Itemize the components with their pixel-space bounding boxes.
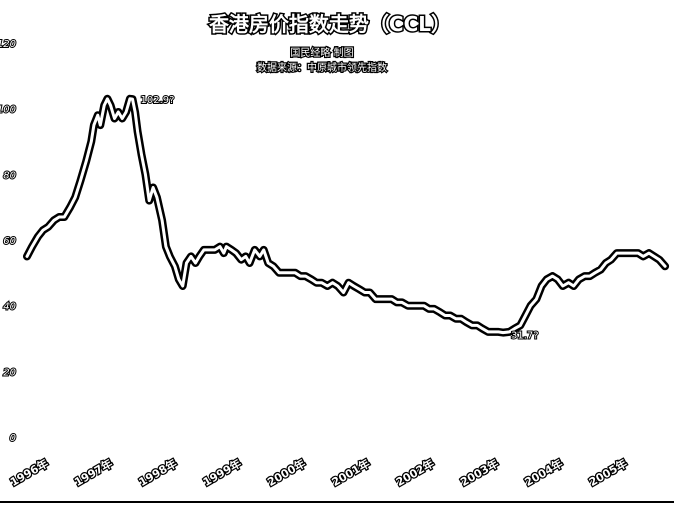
x-tick-label: 2003年 [458,456,501,489]
y-axis: 0 20 40 60 80 100 120 [0,38,17,445]
chart-title: 香港房价指数走势（CCL） [209,12,451,36]
x-tick-label: 1997年 [72,456,115,489]
x-tick-label: 2004年 [522,456,565,489]
y-tick-label: 20 [3,367,16,378]
x-tick-label: 2001年 [329,456,372,489]
y-tick-label: 120 [0,39,16,50]
chart-source: 数据来源：中原城市领先指数 [257,61,387,74]
y-tick-label: 80 [3,170,16,181]
x-axis: 1996年 1997年 1998年 1999年 2000年 2001年 2002年 2003年… [6,455,630,490]
y-tick-label: 0 [10,433,16,444]
x-tick-label: 1998年 [136,456,179,489]
x-tick-label: 1996年 [7,456,50,489]
series-line-outline [23,94,670,337]
annotations: 102.9? 31.7? [139,94,539,342]
data-annotation: 102.9? [140,95,174,106]
data-annotation: 31.7? [511,331,539,342]
x-tick-label: 1999年 [200,456,243,489]
series-group [23,94,670,337]
x-tick-label: 2002年 [393,456,436,489]
x-tick-label: 2000年 [265,456,308,489]
series-line [25,97,667,335]
y-tick-label: 40 [3,302,16,313]
x-tick-label: 2005年 [586,456,629,489]
y-tick-label: 60 [3,236,16,247]
y-tick-label: 100 [0,105,16,116]
chart-subtitle: 国民经略 制图 [290,46,353,59]
